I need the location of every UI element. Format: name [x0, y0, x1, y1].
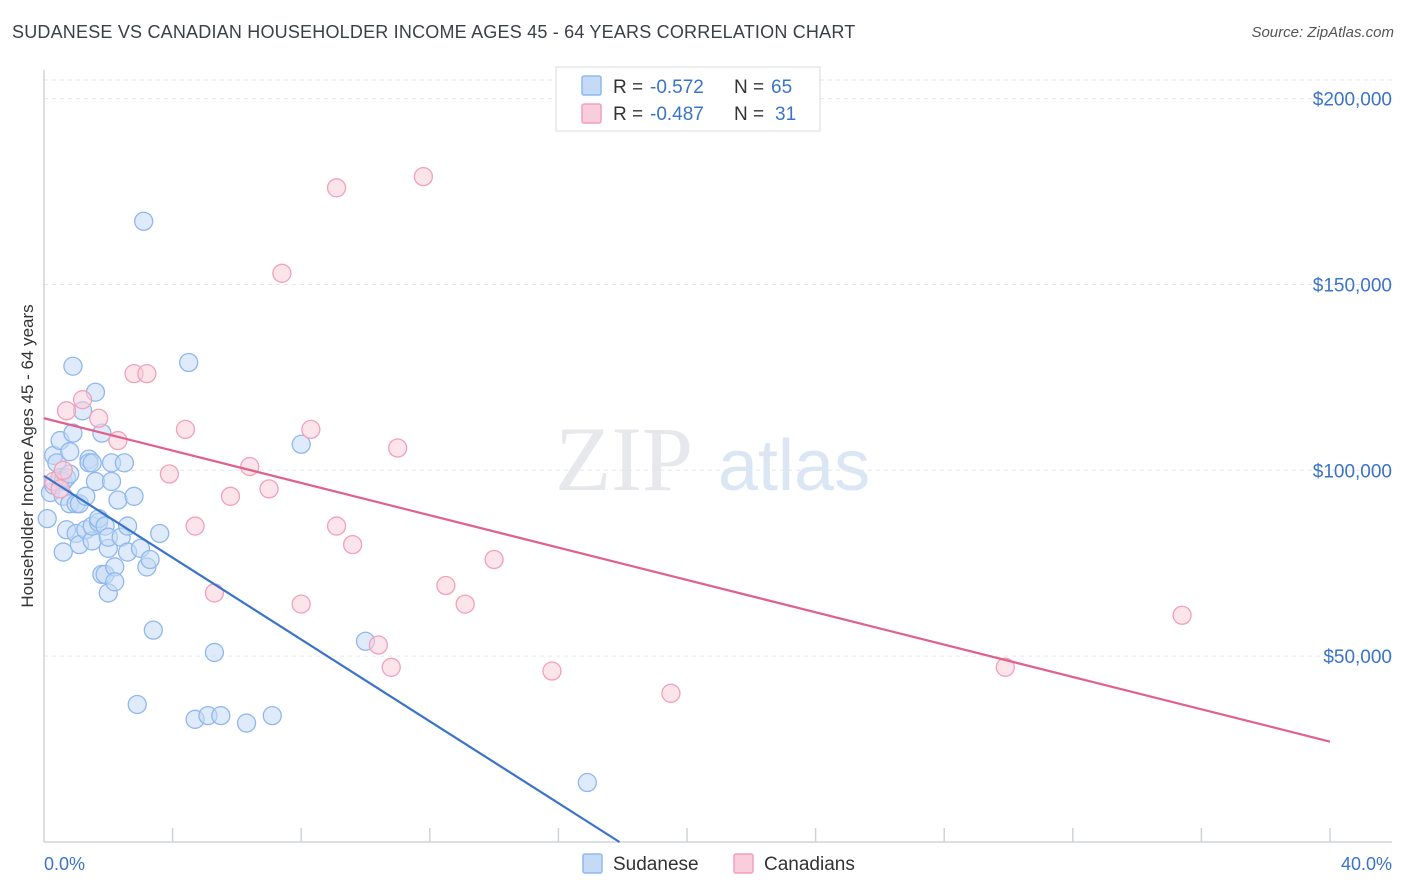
data-point-sudanese	[37, 508, 57, 529]
data-point-canadians	[301, 419, 321, 440]
watermark-atlas: atlas	[718, 426, 870, 506]
legend-swatch-canadians	[581, 103, 602, 124]
data-point-canadians	[455, 594, 475, 614]
legend-n-value-sudanese: 65	[771, 77, 792, 98]
legend-bottom-label-canadians: Canadians	[764, 854, 855, 875]
data-point-canadians	[542, 661, 562, 681]
legend-bottom-swatch-sudanese	[582, 853, 603, 874]
gridlines	[44, 79, 1392, 657]
data-point-canadians	[137, 363, 157, 384]
legend-n-label-canadians: N =	[734, 104, 764, 125]
data-point-canadians	[259, 479, 279, 499]
data-point-canadians	[484, 549, 504, 570]
data-point-canadians	[995, 657, 1015, 677]
legend-bottom: Sudanese Canadians	[582, 853, 855, 875]
data-point-sudanese	[108, 490, 128, 510]
data-point-canadians	[159, 464, 180, 484]
data-point-canadians	[220, 486, 241, 506]
x-tick-label-max: 40.0%	[1341, 854, 1392, 874]
legend-bottom-label-sudanese: Sudanese	[613, 854, 699, 875]
watermark-zip: ZIP	[555, 408, 693, 510]
data-point-canadians	[436, 575, 456, 596]
source-label: Source: ZipAtlas.com	[1251, 24, 1394, 41]
x-axis-ticks	[171, 828, 1331, 842]
data-point-sudanese	[211, 705, 231, 726]
data-point-sudanese	[143, 620, 163, 640]
legend-top: R = -0.572 N = 65 R = -0.487 N = 31	[555, 66, 821, 132]
y-tick-label: $200,000	[1313, 90, 1392, 111]
data-point-canadians	[387, 438, 408, 458]
data-point-sudanese	[577, 772, 597, 793]
data-point-sudanese	[85, 471, 106, 492]
y-tick-label: $100,000	[1313, 461, 1392, 482]
data-point-sudanese	[117, 516, 138, 536]
data-point-sudanese	[204, 642, 225, 663]
data-point-canadians	[661, 683, 681, 703]
data-point-canadians	[413, 166, 434, 187]
data-point-canadians	[368, 635, 389, 655]
data-point-canadians	[326, 178, 347, 198]
data-point-canadians	[204, 583, 225, 603]
data-point-canadians	[272, 263, 292, 283]
data-point-canadians	[326, 516, 347, 536]
data-point-canadians	[381, 657, 401, 677]
data-point-sudanese	[101, 471, 122, 492]
data-point-canadians	[72, 390, 93, 410]
legend-r-label-canadians: R =	[613, 104, 643, 125]
data-point-sudanese	[60, 442, 80, 462]
axes	[43, 70, 1392, 843]
legend-swatch-sudanese	[581, 75, 602, 96]
trend-lines	[43, 417, 1331, 843]
data-point-sudanese	[134, 211, 154, 231]
data-point-sudanese	[63, 356, 83, 376]
chart-title: SUDANESE VS CANADIAN HOUSEHOLDER INCOME …	[12, 22, 856, 42]
x-tick-label-min: 0.0%	[44, 854, 85, 874]
data-point-sudanese	[236, 713, 257, 733]
legend-r-label-sudanese: R =	[613, 77, 643, 98]
data-point-sudanese	[140, 549, 160, 570]
data-point-sudanese	[291, 434, 311, 454]
y-axis-title: Householder Income Ages 45 - 64 years	[18, 304, 37, 607]
y-tick-label: $50,000	[1323, 647, 1392, 668]
data-point-canadians	[175, 419, 196, 440]
data-point-canadians	[89, 408, 109, 428]
data-point-sudanese	[82, 453, 102, 473]
y-axis-tick-labels: $50,000 $100,000 $150,000 $200,000	[1313, 90, 1392, 669]
data-point-canadians	[342, 534, 363, 555]
legend-bottom-swatch-canadians	[733, 853, 754, 874]
legend-r-value-sudanese: -0.572	[650, 77, 704, 98]
data-point-sudanese	[179, 352, 199, 373]
data-point-sudanese	[105, 572, 125, 592]
trend-line-sudanese	[43, 474, 621, 843]
data-point-sudanese	[262, 705, 282, 726]
data-point-sudanese	[124, 486, 144, 506]
data-point-canadians	[240, 456, 260, 477]
trend-line-canadians	[43, 417, 1331, 743]
data-point-sudanese	[150, 523, 170, 544]
legend-r-value-canadians: -0.487	[650, 104, 704, 125]
data-point-sudanese	[127, 694, 147, 715]
data-point-canadians	[1172, 605, 1192, 625]
data-point-sudanese	[114, 453, 135, 473]
legend-n-label-sudanese: N =	[734, 77, 764, 98]
legend-n-value-canadians: 31	[775, 104, 796, 125]
data-point-canadians	[56, 401, 77, 421]
data-point-canadians	[185, 516, 205, 536]
data-point-canadians	[291, 594, 311, 614]
data-point-sudanese	[63, 423, 83, 443]
data-point-canadians	[53, 460, 73, 480]
data-point-sudanese	[53, 542, 73, 562]
y-tick-label: $150,000	[1313, 275, 1392, 296]
